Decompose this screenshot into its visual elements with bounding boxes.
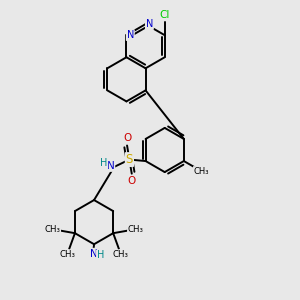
Text: CH₃: CH₃ [128, 225, 143, 234]
Text: H: H [100, 158, 107, 168]
Text: O: O [123, 134, 131, 143]
Text: CH₃: CH₃ [45, 225, 61, 234]
Text: CH₃: CH₃ [59, 250, 75, 259]
Text: N: N [127, 30, 134, 40]
Text: N: N [107, 161, 114, 171]
Text: H: H [97, 250, 104, 260]
Text: Cl: Cl [160, 11, 170, 20]
Text: CH₃: CH₃ [194, 167, 209, 176]
Text: N: N [146, 19, 153, 29]
Text: S: S [126, 153, 133, 166]
Text: N: N [90, 249, 97, 259]
Text: CH₃: CH₃ [113, 250, 129, 259]
Text: O: O [128, 176, 136, 186]
